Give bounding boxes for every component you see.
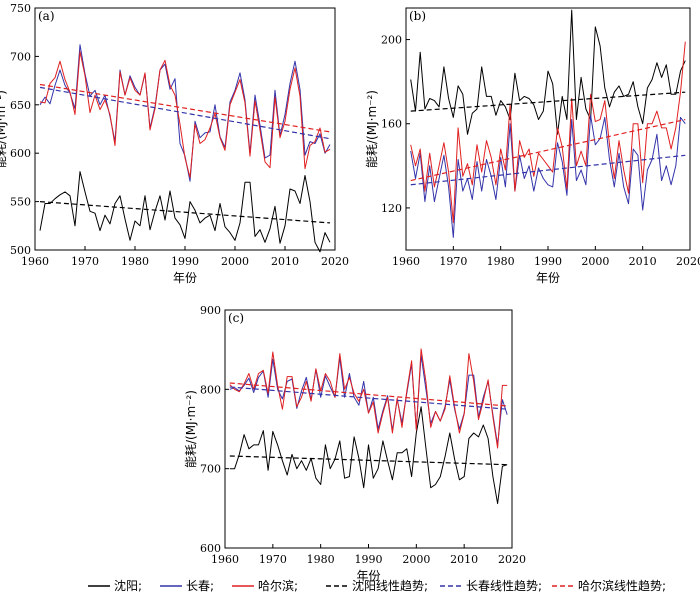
y-tick-label: 600	[10, 147, 31, 160]
trend-line-沈阳线性趋势	[39, 201, 331, 224]
trend-line-哈尔滨线性趋势	[229, 382, 508, 407]
panel-label: (a)	[38, 9, 55, 23]
legend-item: 长春线性趋势;	[440, 579, 542, 593]
x-tick-label: 1990	[171, 255, 199, 268]
y-tick-label: 550	[10, 196, 31, 209]
legend-item: 沈阳线性趋势;	[326, 578, 428, 593]
trend-line-沈阳线性趋势	[229, 455, 508, 466]
chart-panel-c: 1960 1970 1980 1990 2000 2010 2020 600 700 800 900…	[184, 304, 526, 583]
series-line-沈阳	[410, 9, 686, 135]
x-tick-label: 1990	[534, 255, 562, 268]
legend-label: 沈阳线性趋势;	[352, 578, 428, 593]
chart-panel-b: 1960 1970 1980 1990 2000 2010 2020 120 160 200 (b)…	[365, 7, 700, 285]
y-tick-label: 200	[381, 34, 402, 47]
trend-line-长春线性趋势	[39, 86, 331, 140]
plot-frame	[224, 309, 513, 549]
x-tick-label: 2000	[221, 255, 249, 268]
legend-item: 哈尔滨;	[232, 578, 298, 593]
x-tick-label: 1960	[211, 553, 239, 566]
legend-label: 长春线性趋势;	[466, 579, 542, 593]
x-tick-label: 1970	[259, 553, 287, 566]
x-axis-label: 年份	[173, 271, 197, 285]
y-tick-label: 700	[10, 50, 31, 63]
trend-line-哈尔滨线性趋势	[39, 83, 331, 133]
trend-line-哈尔滨线性趋势	[410, 118, 686, 182]
x-tick-label: 1980	[121, 255, 149, 268]
legend-label: 长春;	[186, 579, 214, 593]
legend-label: 沈阳;	[114, 578, 142, 593]
x-tick-label: 1960	[21, 255, 49, 268]
x-tick-label: 1980	[487, 255, 515, 268]
y-axis-label: 能耗/(MJ·m⁻²)	[365, 90, 379, 168]
series-line-哈尔滨	[410, 41, 686, 224]
legend-label: 哈尔滨线性趋势;	[578, 578, 666, 593]
y-tick-label: 650	[10, 99, 31, 112]
x-tick-label: 2000	[402, 553, 430, 566]
x-tick-label: 1960	[392, 255, 420, 268]
x-tick-label: 1980	[307, 553, 335, 566]
panel-label: (c)	[228, 311, 244, 325]
legend-item: 哈尔滨线性趋势;	[552, 578, 666, 593]
x-tick-label: 1990	[355, 553, 383, 566]
x-tick-label: 2010	[450, 553, 478, 566]
trend-line-长春线性趋势	[410, 154, 686, 186]
y-tick-label: 160	[381, 118, 402, 131]
y-tick-label: 700	[200, 463, 221, 476]
series-line-哈尔滨	[229, 348, 508, 449]
x-axis-label: 年份	[356, 569, 380, 583]
y-tick-label: 120	[381, 202, 402, 215]
x-tick-label: 2010	[271, 255, 299, 268]
y-tick-label: 750	[10, 2, 31, 15]
series-line-沈阳	[229, 406, 508, 505]
x-tick-label: 2020	[498, 553, 526, 566]
x-tick-label: 1970	[439, 255, 467, 268]
x-tick-label: 2020	[676, 255, 700, 268]
legend-item: 沈阳;	[88, 578, 142, 593]
y-axis-label: 能耗/(MJ·m⁻²)	[0, 90, 8, 168]
x-axis-label: 年份	[536, 271, 560, 285]
legend-item: 长春;	[160, 579, 214, 593]
y-tick-label: 800	[200, 383, 221, 396]
y-tick-label: 900	[200, 304, 221, 317]
x-tick-label: 2000	[581, 255, 609, 268]
trend-line-长春线性趋势	[229, 386, 508, 410]
x-tick-label: 1970	[71, 255, 99, 268]
x-tick-label: 2020	[321, 255, 349, 268]
y-axis-label: 能耗/(MJ·m⁻²)	[184, 390, 198, 468]
y-tick-label: 500	[10, 244, 31, 257]
legend: 沈阳; 长春; 哈尔滨; 沈阳线性趋势; 长春线性趋势; 哈尔滨线性趋势;	[88, 578, 666, 593]
series-line-长春	[410, 114, 686, 238]
series-line-哈尔滨	[39, 51, 331, 178]
trend-line-沈阳线性趋势	[410, 91, 686, 112]
chart-panel-a: 1960 1970 1980 1990 2000 2010 2020 500 550 600 650…	[0, 2, 349, 285]
x-tick-label: 2010	[629, 255, 657, 268]
panel-label: (b)	[409, 9, 426, 23]
y-tick-label: 600	[200, 542, 221, 555]
legend-label: 哈尔滨;	[258, 578, 298, 593]
